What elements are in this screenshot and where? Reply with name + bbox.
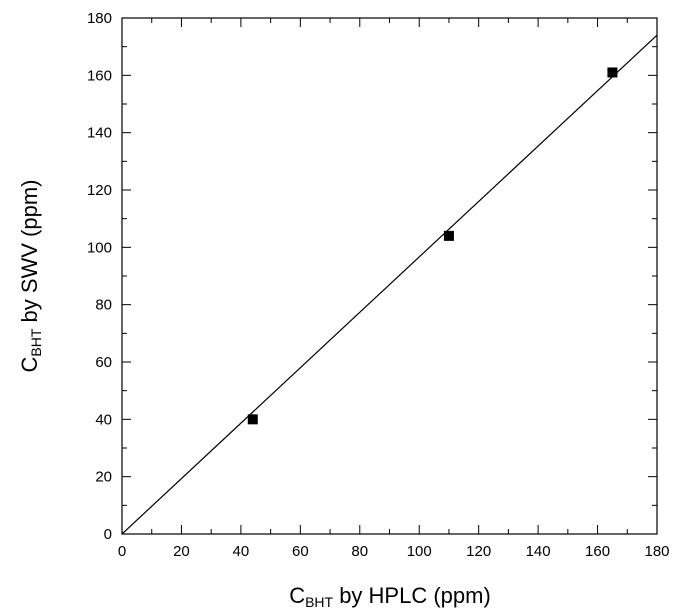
y-tick-label: 160	[87, 67, 112, 84]
data-points	[247, 67, 618, 425]
data-point	[607, 67, 618, 78]
x-axis-title: CBHT by HPLC (ppm)	[289, 583, 491, 610]
x-tick-labels: 0 20 40 60 80 100 120 140 160 180	[118, 543, 670, 560]
y-axis-title-prefix: C	[17, 357, 42, 373]
y-tick-label: 120	[87, 182, 112, 199]
y-tick-labels: 0 20 40 60 80 100 120 140 160 180	[87, 10, 112, 543]
x-tick-label: 180	[644, 543, 669, 560]
x-tick-label: 60	[292, 543, 309, 560]
x-tick-label: 100	[407, 543, 432, 560]
y-axis-title: CBHT by SWV (ppm)	[17, 179, 44, 372]
plot-frame	[121, 17, 658, 535]
y-tick-label: 60	[95, 354, 112, 371]
x-tick-label: 80	[351, 543, 368, 560]
x-tick-label: 120	[466, 543, 491, 560]
axis-ticks	[121, 17, 658, 535]
x-tick-label: 40	[233, 543, 250, 560]
fit-line-layer	[121, 34, 658, 535]
y-tick-label: 140	[87, 125, 112, 142]
fit-line	[121, 34, 658, 535]
y-axis-title-suffix: by SWV (ppm)	[17, 179, 42, 328]
y-tick-label: 80	[95, 297, 112, 314]
x-axis-title-suffix: by HPLC (ppm)	[333, 583, 491, 608]
y-tick-label: 40	[95, 411, 112, 428]
y-tick-label: 0	[104, 526, 112, 543]
x-tick-label: 140	[526, 543, 551, 560]
y-tick-label: 20	[95, 469, 112, 486]
x-axis-title-prefix: C	[289, 583, 305, 608]
x-axis-title-subscript: BHT	[305, 594, 333, 610]
x-tick-label: 0	[118, 543, 126, 560]
data-point	[247, 414, 258, 425]
x-tick-label: 160	[585, 543, 610, 560]
y-tick-label: 180	[87, 10, 112, 27]
y-axis-title-subscript: BHT	[28, 328, 44, 356]
data-point	[443, 230, 454, 241]
x-tick-label: 20	[173, 543, 190, 560]
y-tick-label: 100	[87, 239, 112, 256]
